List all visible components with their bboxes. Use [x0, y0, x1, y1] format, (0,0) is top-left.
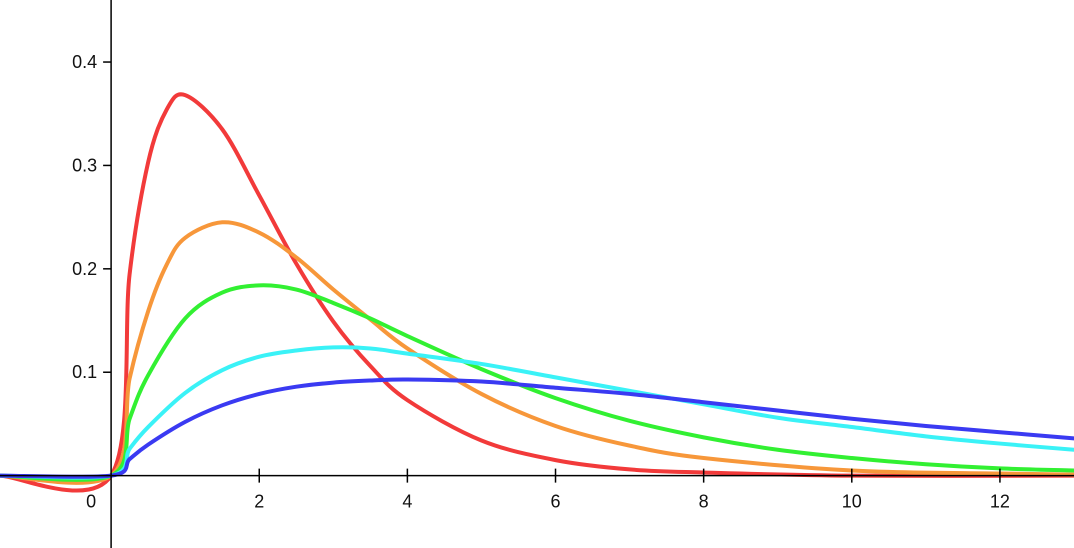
series-line-4	[0, 345, 1074, 480]
y-tick-label: 0.1	[72, 362, 97, 382]
series-line-2	[0, 220, 1074, 485]
x-tick-label: 2	[254, 492, 264, 512]
x-tick-label: 8	[699, 492, 709, 512]
series-line-1	[0, 92, 1074, 493]
x-tick-label: 10	[842, 492, 862, 512]
y-tick-label: 0.4	[72, 52, 97, 72]
y-tick-label: 0.3	[72, 155, 97, 175]
ticks-layer: 0 2 4 6 8 10 12 0.1 0.2 0.3 0.4	[72, 52, 1010, 512]
series-layer	[0, 92, 1074, 493]
series-line-5	[0, 377, 1074, 479]
series-line-3	[0, 283, 1074, 482]
x-tick-label: 6	[551, 492, 561, 512]
x-tick-label: 12	[990, 492, 1010, 512]
x-tick-label: 0	[86, 492, 96, 512]
x-tick-label: 4	[402, 492, 412, 512]
y-tick-label: 0.2	[72, 259, 97, 279]
